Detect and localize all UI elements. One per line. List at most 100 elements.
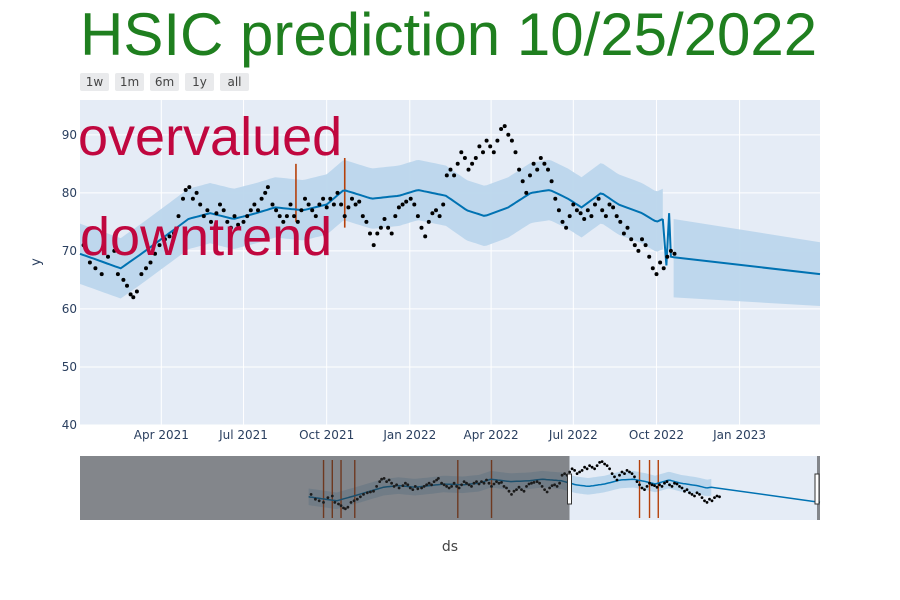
data-point — [128, 292, 133, 297]
slider-data-point — [608, 467, 611, 471]
data-point — [228, 225, 233, 230]
data-point — [221, 208, 226, 213]
range-slider-handles[interactable] — [567, 473, 820, 505]
data-point — [621, 231, 626, 236]
slider-mask-left — [80, 456, 570, 520]
slider-data-point — [698, 493, 701, 496]
slider-data-point — [653, 484, 656, 487]
data-point — [444, 173, 449, 178]
data-point — [665, 254, 670, 259]
data-point — [194, 190, 199, 195]
data-point — [389, 231, 394, 236]
slider-data-point — [605, 464, 609, 467]
data-point — [265, 185, 270, 190]
slider-data-point — [598, 461, 601, 464]
data-point — [589, 214, 594, 219]
slider-data-point — [655, 485, 659, 489]
slider-data-point — [685, 488, 689, 491]
data-point — [328, 196, 333, 201]
data-point — [412, 202, 417, 207]
data-point — [236, 222, 241, 227]
data-point — [198, 202, 203, 207]
data-point — [408, 196, 413, 201]
data-point — [313, 214, 318, 219]
data-point — [549, 179, 554, 184]
data-point — [187, 185, 192, 190]
range-button-6m[interactable]: 6m — [150, 73, 179, 91]
data-point — [607, 202, 612, 207]
slider-data-point — [585, 467, 589, 471]
data-point — [520, 179, 525, 184]
data-point — [636, 248, 641, 253]
data-point — [321, 196, 326, 201]
x-tick-label: Jul 2021 — [218, 428, 268, 442]
data-point — [434, 208, 438, 213]
data-point — [317, 202, 322, 207]
slider-data-point — [600, 460, 604, 463]
range-slider[interactable] — [80, 456, 821, 520]
data-point — [396, 205, 401, 210]
slider-data-point — [610, 472, 614, 475]
data-point — [481, 150, 485, 155]
data-point — [209, 219, 213, 224]
data-point — [466, 167, 471, 172]
slider-data-point — [675, 482, 679, 486]
slider-data-point — [583, 465, 586, 469]
data-point — [241, 219, 246, 224]
x-tick-label: Jul 2022 — [548, 428, 598, 442]
slider-data-point — [573, 469, 576, 472]
slider-data-point — [628, 470, 631, 474]
data-point — [470, 161, 475, 166]
data-point — [393, 214, 398, 219]
x-tick-label: Apr 2021 — [134, 428, 189, 442]
slider-data-point — [695, 491, 699, 495]
data-point — [183, 188, 188, 192]
slider-data-point — [580, 469, 584, 472]
slider-handle-right[interactable] — [814, 473, 820, 505]
slider-data-point — [710, 499, 714, 503]
data-point — [484, 138, 489, 143]
data-point — [560, 219, 565, 224]
data-point — [284, 214, 289, 219]
data-point — [509, 138, 514, 143]
slider-data-point — [575, 472, 579, 475]
slider-data-point — [663, 481, 666, 485]
chart-title: HSIC prediction 10/25/2022 — [80, 1, 818, 68]
data-point — [232, 214, 237, 219]
data-point — [148, 260, 153, 265]
x-tick-labels: Apr 2021 Jul 2021 Oct 2021 Jan 2022 Apr 2022… — [134, 428, 766, 442]
data-point — [277, 214, 282, 219]
data-point — [248, 208, 253, 213]
data-point — [263, 190, 268, 195]
data-point — [625, 225, 630, 230]
slider-data-point — [708, 497, 711, 501]
range-button-1y[interactable]: 1y — [185, 73, 214, 91]
slider-data-point — [603, 462, 606, 466]
data-point — [144, 266, 148, 271]
data-point — [564, 225, 569, 230]
data-point — [553, 196, 558, 201]
data-point — [106, 254, 110, 259]
data-point — [218, 202, 222, 207]
data-point — [115, 272, 120, 277]
data-point — [567, 214, 572, 219]
data-point — [162, 237, 167, 242]
data-point — [112, 248, 117, 253]
data-point — [647, 254, 652, 259]
slider-data-point — [593, 467, 596, 471]
range-button-1w[interactable]: 1w — [80, 73, 109, 91]
data-point — [371, 243, 376, 248]
range-button-all[interactable]: all — [220, 73, 249, 91]
y-tick-label: 60 — [62, 302, 77, 316]
data-point — [600, 208, 605, 213]
data-point — [368, 231, 372, 236]
range-button-1m[interactable]: 1m — [115, 73, 144, 91]
slider-data-point — [613, 475, 616, 479]
slider-handle-left[interactable] — [567, 473, 572, 505]
data-point — [640, 237, 644, 242]
data-point — [281, 219, 286, 224]
data-point — [603, 214, 608, 219]
data-point — [455, 161, 460, 166]
slider-data-point — [590, 465, 594, 469]
slider-data-point — [690, 493, 694, 496]
